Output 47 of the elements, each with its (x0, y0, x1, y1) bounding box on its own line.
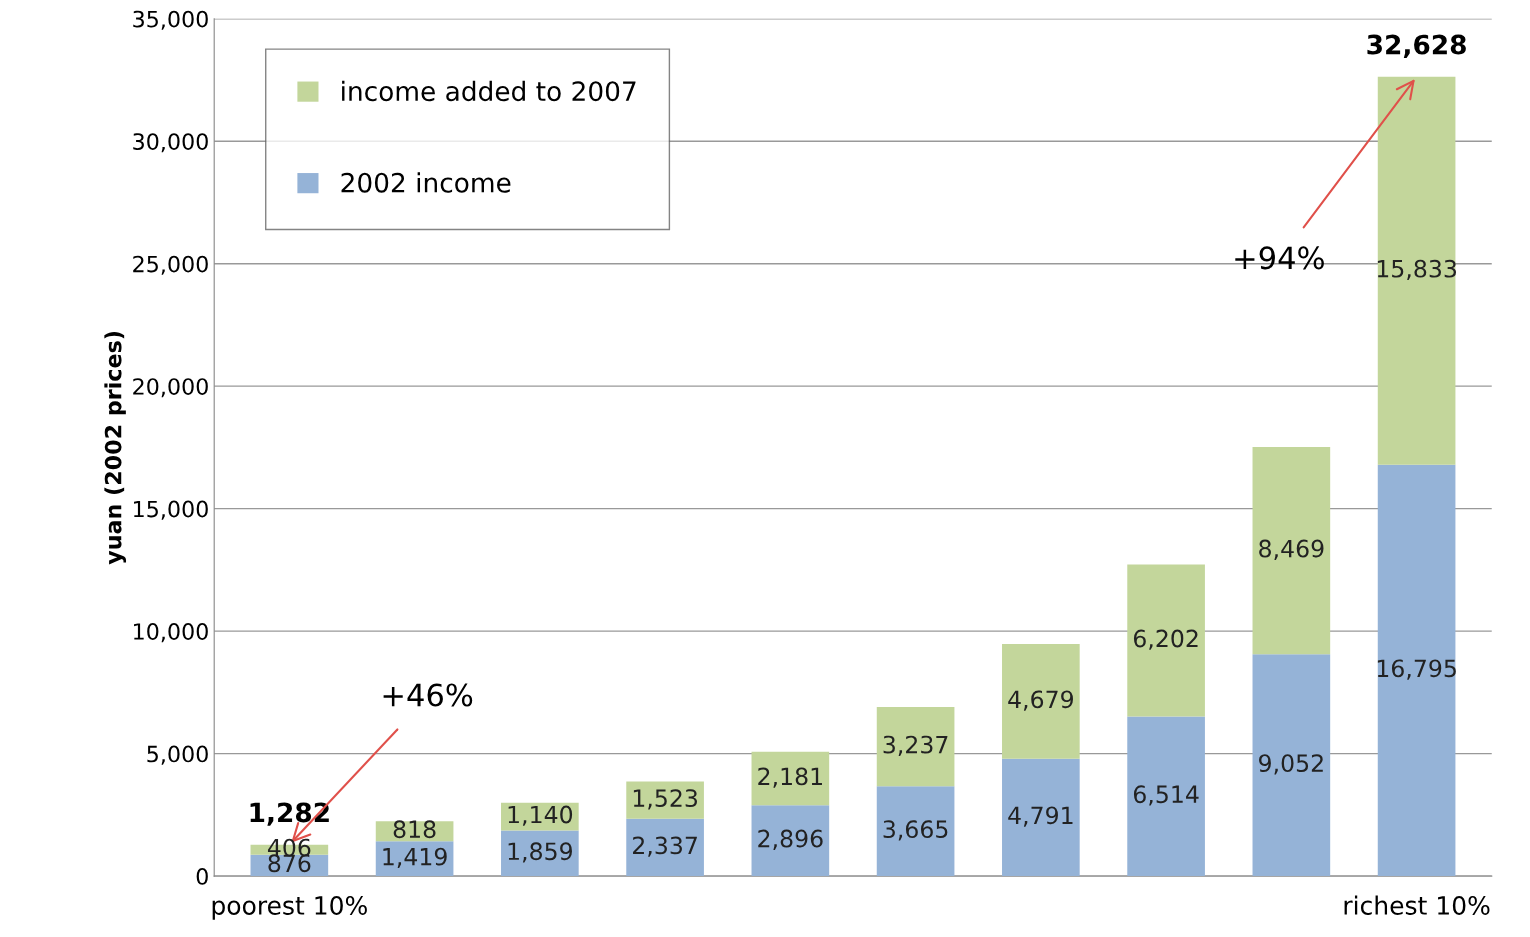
annotation: +46% (383, 683, 473, 707)
data-label: 4,679 (1008, 690, 1073, 711)
data-label: 6,202 (1133, 629, 1198, 650)
data-label: 6,514 (1133, 785, 1199, 806)
data-label: 8,469 (1259, 539, 1324, 560)
y-tick-label: 15,000 (134, 500, 208, 520)
data-label: 16,795 (1377, 659, 1456, 680)
data-label: 15,833 (1377, 259, 1457, 281)
data-label: 1,419 (383, 847, 447, 868)
y-axis-title: yuan (2002 prices) (104, 331, 127, 565)
legend-label: income added to 2007 (342, 80, 636, 102)
y-tick-label: 30,000 (133, 133, 208, 153)
annotation: +94% (1235, 246, 1324, 270)
x-tick-label: richest 10% (1344, 895, 1490, 915)
data-label: 4,791 (1008, 806, 1073, 827)
bar (626, 818, 704, 877)
y-tick-label: 20,000 (133, 378, 208, 398)
data-label: 3,665 (883, 820, 948, 841)
y-tick-label: 5,000 (147, 745, 208, 765)
data-label: 2,896 (758, 829, 823, 850)
data-label: 9,052 (1259, 754, 1323, 775)
data-label: 2,181 (758, 767, 822, 788)
bar (1377, 464, 1456, 877)
x-tick-label: poorest 10% (212, 895, 367, 920)
y-tick-label: 35,000 (133, 10, 208, 30)
bar (1252, 446, 1331, 655)
bar (1127, 564, 1205, 717)
bar (751, 751, 830, 806)
bar (1127, 716, 1205, 877)
data-label: 1,859 (508, 842, 572, 863)
legend-label: 2002 income (341, 172, 511, 193)
bar (876, 786, 955, 877)
data-label: 818 (393, 820, 436, 839)
data-label: 1,523 (633, 789, 697, 810)
y-tick-label: 25,000 (133, 255, 208, 275)
data-label: 2,337 (633, 836, 697, 857)
y-tick-label: 0 (196, 868, 208, 885)
y-tick-label: 10,000 (134, 623, 208, 643)
data-label: 3,237 (883, 735, 948, 756)
bar (1002, 758, 1080, 877)
bar (876, 707, 955, 787)
bar (1002, 644, 1080, 759)
data-label: 1,140 (508, 805, 573, 826)
total-label: 32,628 (1367, 34, 1466, 58)
bar (1377, 76, 1456, 465)
bar (751, 805, 830, 877)
bar (1252, 654, 1331, 877)
